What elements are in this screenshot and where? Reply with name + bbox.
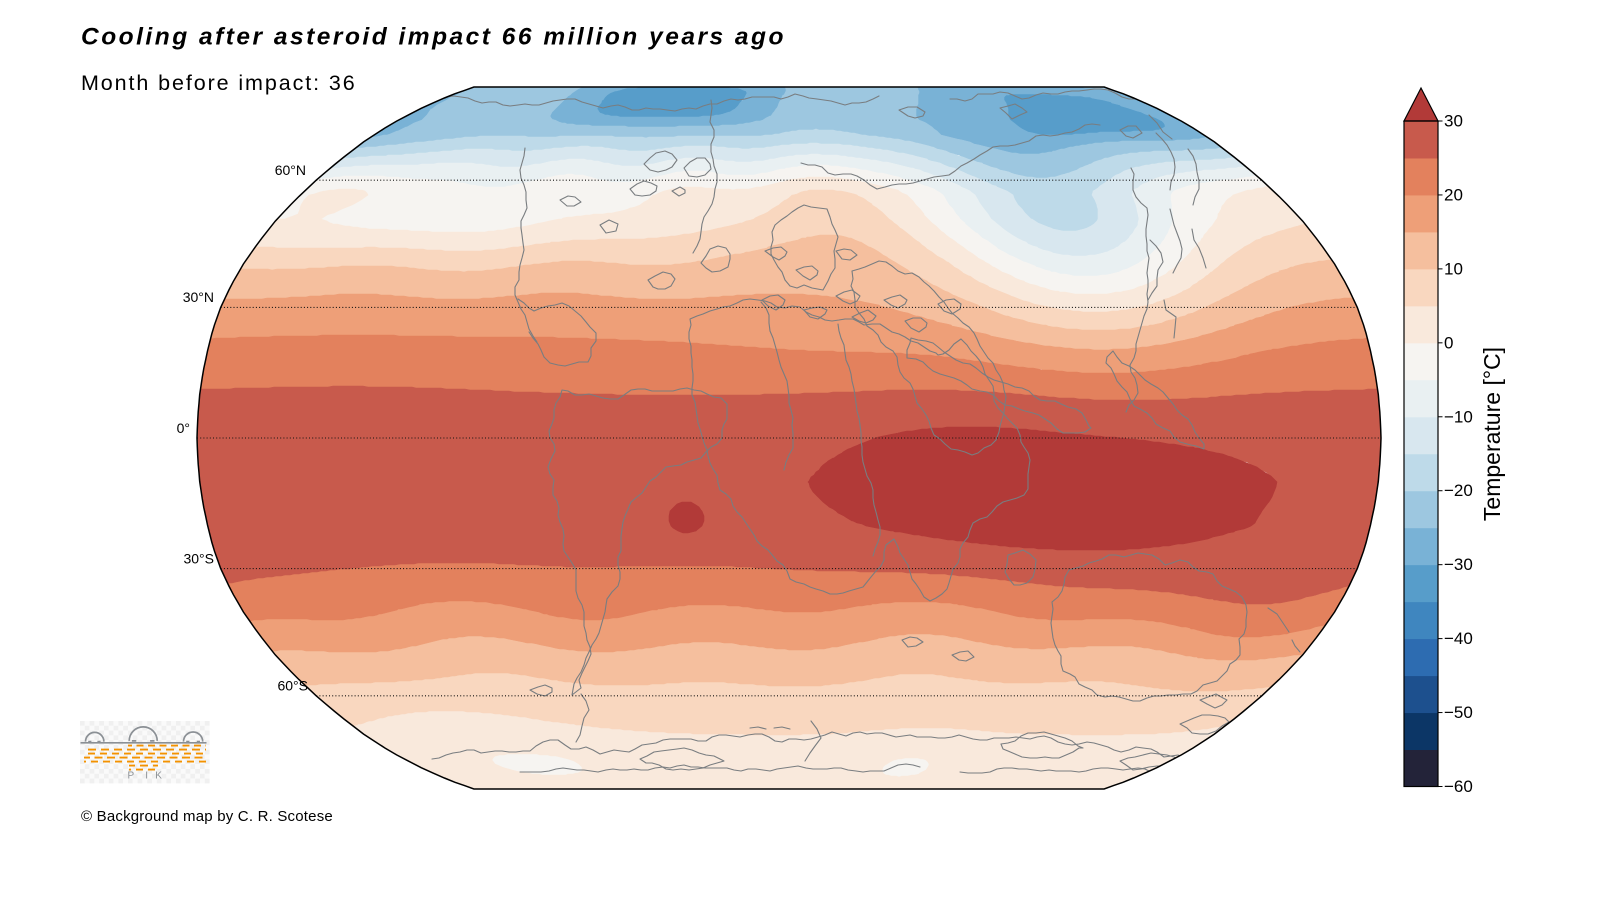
svg-text:0: 0 [1444,333,1453,352]
svg-text:© Background map by C. R. Scot: © Background map by C. R. Scotese [81,808,333,825]
svg-text:−50: −50 [1444,703,1473,722]
svg-text:P: P [128,771,135,782]
svg-text:−20: −20 [1444,481,1473,500]
svg-text:30°S: 30°S [183,550,214,566]
svg-text:60°S: 60°S [277,678,308,694]
svg-text:0°: 0° [177,420,190,436]
svg-text:Month before impact: 36: Month before impact: 36 [81,71,357,95]
svg-text:20: 20 [1444,185,1463,204]
svg-text:I: I [145,771,148,782]
svg-text:−60: −60 [1444,777,1473,796]
svg-text:30: 30 [1444,112,1463,131]
svg-text:−40: −40 [1444,629,1473,648]
svg-text:60°N: 60°N [275,162,306,178]
svg-text:30°N: 30°N [183,289,214,305]
svg-text:−30: −30 [1444,555,1473,574]
svg-text:−10: −10 [1444,407,1473,426]
svg-text:K: K [155,771,162,782]
svg-text:10: 10 [1444,259,1463,278]
svg-text:Temperature [°C]: Temperature [°C] [1479,347,1505,521]
svg-text:Cooling after asteroid impact: Cooling after asteroid impact 66 million… [81,24,786,51]
